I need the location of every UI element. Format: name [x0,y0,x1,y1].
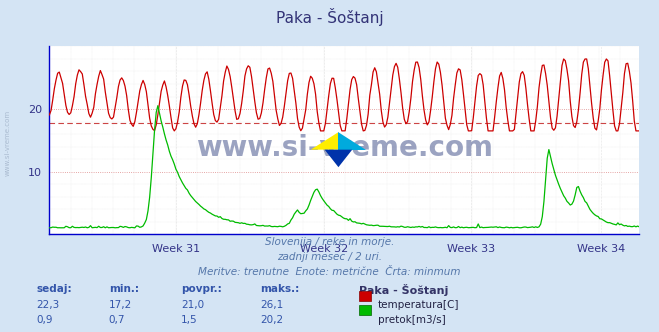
Text: 22,3: 22,3 [36,300,59,310]
Text: 21,0: 21,0 [181,300,204,310]
Polygon shape [325,150,352,167]
Text: 0,7: 0,7 [109,315,125,325]
Text: zadnji mesec / 2 uri.: zadnji mesec / 2 uri. [277,252,382,262]
Polygon shape [311,132,339,150]
Text: Paka - Šoštanj: Paka - Šoštanj [275,8,384,26]
Text: Slovenija / reke in morje.: Slovenija / reke in morje. [265,237,394,247]
Text: pretok[m3/s]: pretok[m3/s] [378,315,445,325]
Text: 26,1: 26,1 [260,300,283,310]
Text: sedaj:: sedaj: [36,284,72,294]
Text: 0,9: 0,9 [36,315,53,325]
Text: maks.:: maks.: [260,284,300,294]
Text: Paka - Šoštanj: Paka - Šoštanj [359,284,449,296]
Text: min.:: min.: [109,284,139,294]
Text: Meritve: trenutne  Enote: metrične  Črta: minmum: Meritve: trenutne Enote: metrične Črta: … [198,267,461,277]
Text: 1,5: 1,5 [181,315,198,325]
Text: temperatura[C]: temperatura[C] [378,300,459,310]
Text: 20,2: 20,2 [260,315,283,325]
Text: www.si-vreme.com: www.si-vreme.com [5,110,11,176]
Text: povpr.:: povpr.: [181,284,222,294]
Text: 17,2: 17,2 [109,300,132,310]
Text: www.si-vreme.com: www.si-vreme.com [196,134,493,162]
Polygon shape [339,132,366,150]
